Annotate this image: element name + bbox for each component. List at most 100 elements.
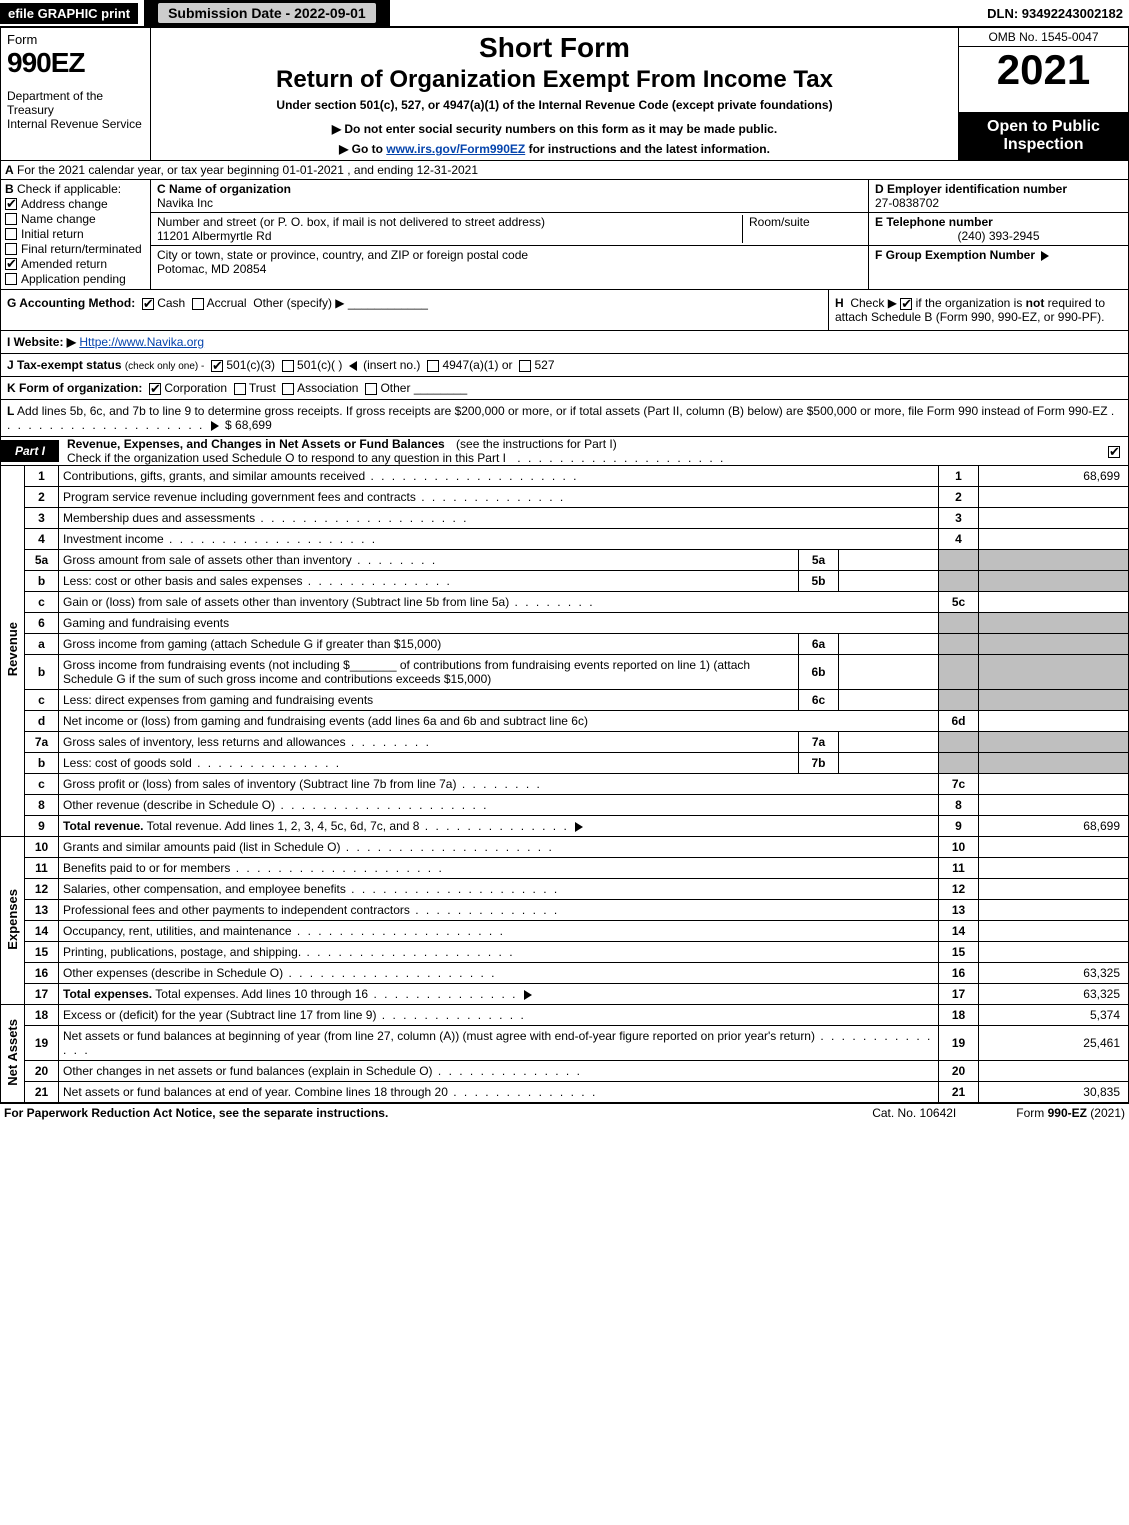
line-desc: Investment income	[63, 532, 164, 546]
line-6c: cLess: direct expenses from gaming and f…	[1, 690, 1129, 711]
check-label: Amended return	[21, 257, 107, 271]
check-initial-return[interactable]: Initial return	[5, 227, 146, 241]
arrow-icon	[211, 421, 219, 431]
revenue-sidelabel: Revenue	[5, 622, 20, 676]
checkbox-icon[interactable]	[5, 258, 17, 270]
ein-value: 27-0838702	[875, 196, 939, 210]
city-label: City or town, state or province, country…	[157, 248, 862, 262]
ssn-notice: ▶ Do not enter social security numbers o…	[155, 122, 954, 136]
checkbox-icon[interactable]	[365, 383, 377, 395]
room-suite-label: Room/suite	[749, 215, 862, 229]
checkbox-icon[interactable]	[211, 360, 223, 372]
checkbox-icon[interactable]	[5, 273, 17, 285]
line-desc: Gross amount from sale of assets other t…	[63, 553, 352, 567]
checkbox-icon[interactable]	[5, 198, 17, 210]
line-21: 21Net assets or fund balances at end of …	[1, 1082, 1129, 1103]
dots-icon	[164, 532, 377, 546]
section-b: B Check if applicable: Address change Na…	[1, 180, 151, 289]
checkbox-icon[interactable]	[427, 360, 439, 372]
line-value	[979, 837, 1129, 858]
j-insert: (insert no.)	[363, 358, 420, 372]
checkbox-icon[interactable]	[282, 383, 294, 395]
section-a-label: A	[5, 163, 14, 177]
line-desc: Net assets or fund balances at beginning…	[63, 1029, 815, 1043]
netassets-sidelabel: Net Assets	[5, 1019, 20, 1086]
line-value: 68,699	[979, 466, 1129, 487]
bcdef-block: B Check if applicable: Address change Na…	[0, 180, 1129, 290]
line-6d: dNet income or (loss) from gaming and fu…	[1, 711, 1129, 732]
goto-pre: ▶ Go to	[339, 142, 386, 156]
line-value	[979, 921, 1129, 942]
line-desc: Contributions, gifts, grants, and simila…	[63, 469, 365, 483]
check-final-return[interactable]: Final return/terminated	[5, 242, 146, 256]
dots-icon	[292, 924, 505, 938]
goto-notice: ▶ Go to www.irs.gov/Form990EZ for instru…	[155, 142, 954, 156]
checkbox-icon[interactable]	[1108, 446, 1120, 458]
checkbox-icon[interactable]	[519, 360, 531, 372]
dots-icon	[283, 966, 496, 980]
checkbox-icon[interactable]	[149, 383, 161, 395]
line-14: 14Occupancy, rent, utilities, and mainte…	[1, 921, 1129, 942]
checkbox-icon[interactable]	[282, 360, 294, 372]
under-section-text: Under section 501(c), 527, or 4947(a)(1)…	[155, 98, 954, 112]
checkbox-icon[interactable]	[234, 383, 246, 395]
line-value	[979, 592, 1129, 613]
part1-header: Part I Revenue, Expenses, and Changes in…	[0, 437, 1129, 466]
checkbox-icon[interactable]	[142, 298, 154, 310]
k-assoc: Association	[297, 381, 358, 395]
section-c: C Name of organization Navika Inc Number…	[151, 180, 868, 289]
website-link[interactable]: Httpe://www.Navika.org	[79, 335, 204, 349]
form-of-org-label: K Form of organization:	[7, 381, 142, 395]
section-b-label: B	[5, 182, 14, 196]
check-label: Initial return	[21, 227, 84, 241]
line-12: 12Salaries, other compensation, and empl…	[1, 879, 1129, 900]
irs-link[interactable]: www.irs.gov/Form990EZ	[386, 142, 525, 156]
section-j: J Tax-exempt status (check only one) - 5…	[0, 354, 1129, 377]
line-7a: 7aGross sales of inventory, less returns…	[1, 732, 1129, 753]
header-left: Form 990EZ Department of the Treasury In…	[1, 28, 151, 160]
dots-icon	[448, 1085, 597, 1099]
line-value	[979, 900, 1129, 921]
section-l-label: L	[7, 404, 14, 418]
efile-print-label[interactable]: efile GRAPHIC print	[0, 3, 138, 24]
form-header: Form 990EZ Department of the Treasury In…	[0, 27, 1129, 161]
check-label: Application pending	[21, 272, 126, 286]
line-value: 63,325	[979, 963, 1129, 984]
ein-label: D Employer identification number	[875, 182, 1067, 196]
dots-icon	[275, 798, 488, 812]
line-value: 68,699	[979, 816, 1129, 837]
check-application-pending[interactable]: Application pending	[5, 272, 146, 286]
open-to-public: Open to Public Inspection	[959, 112, 1128, 160]
line-desc: Excess or (deficit) for the year (Subtra…	[63, 1008, 376, 1022]
checkbox-icon[interactable]	[5, 228, 17, 240]
checkbox-icon[interactable]	[5, 213, 17, 225]
check-address-change[interactable]: Address change	[5, 197, 146, 211]
dots-icon	[376, 1008, 525, 1022]
check-amended-return[interactable]: Amended return	[5, 257, 146, 271]
dots-icon	[352, 553, 437, 567]
checkbox-icon[interactable]	[900, 298, 912, 310]
h-text1: Check ▶	[850, 296, 897, 310]
phone-value: (240) 393-2945	[875, 229, 1122, 243]
line-desc: Salaries, other compensation, and employ…	[63, 882, 346, 896]
line-desc: Membership dues and assessments	[63, 511, 255, 525]
line-19: 19Net assets or fund balances at beginni…	[1, 1026, 1129, 1061]
line-desc: Grants and similar amounts paid (list in…	[63, 840, 340, 854]
part1-check-text: Check if the organization used Schedule …	[59, 451, 514, 465]
line-value: 30,835	[979, 1082, 1129, 1103]
tax-year: 2021	[959, 47, 1128, 112]
section-l-amount: $ 68,699	[225, 418, 272, 432]
checkbox-icon[interactable]	[192, 298, 204, 310]
return-title: Return of Organization Exempt From Incom…	[155, 66, 954, 94]
form-footer-post: (2021)	[1087, 1106, 1125, 1120]
check-name-change[interactable]: Name change	[5, 212, 146, 226]
form-footer: Form 990-EZ (2021)	[1016, 1106, 1125, 1120]
line-desc: Occupancy, rent, utilities, and maintena…	[63, 924, 292, 938]
dots-icon	[365, 469, 578, 483]
line-desc: Other expenses (describe in Schedule O)	[63, 966, 283, 980]
line-value	[979, 529, 1129, 550]
line-desc: Total revenue. Add lines 1, 2, 3, 4, 5c,…	[147, 819, 420, 833]
checkbox-icon[interactable]	[5, 243, 17, 255]
line-6b: bGross income from fundraising events (n…	[1, 655, 1129, 690]
arrow-icon	[575, 822, 583, 832]
